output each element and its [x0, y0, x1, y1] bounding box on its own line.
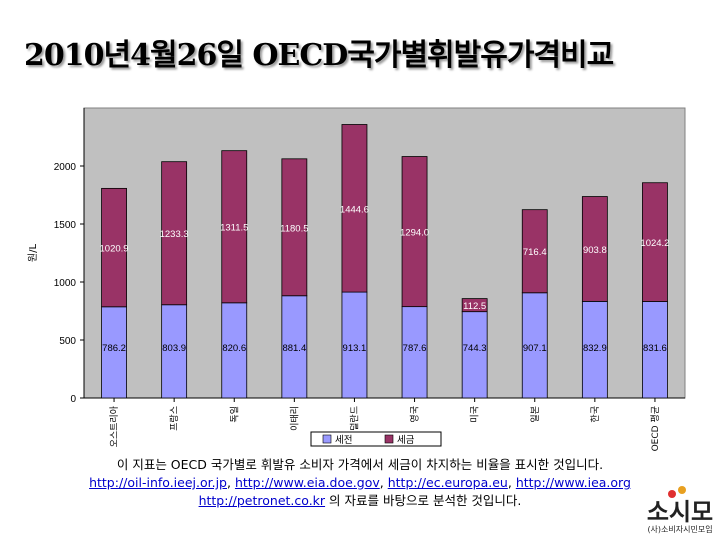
logo-subtitle: (사)소비자시민모임: [647, 525, 713, 534]
legend-label-pretax: 세전: [335, 435, 352, 446]
y-tick-label: 2000: [54, 162, 77, 173]
caption-suffix: 의 자료를 바탕으로 분석한 것입니다.: [325, 493, 522, 508]
source-link-oil-info[interactable]: http://oil-info.ieej.or.jp: [89, 475, 227, 490]
bar-pretax: [461, 311, 488, 399]
y-tick-label: 500: [59, 336, 76, 347]
legend-swatch-tax: [384, 434, 394, 444]
x-tick-label: 일본: [530, 406, 541, 423]
data-label: 1180.5: [280, 223, 308, 234]
legend-swatch-pretax: [322, 434, 332, 444]
caption-text: 이 지표는 OECD 국가별로 휘발유 소비자 가격에서 세금이 차지하는 비율…: [116, 457, 604, 472]
data-label: 1024.2: [640, 238, 669, 249]
source-link-iea[interactable]: http://www.iea.org: [515, 475, 631, 490]
logo-mark: 소시모: [646, 498, 714, 526]
source-link-petronet[interactable]: http://petronet.co.kr: [198, 493, 326, 508]
data-label: 907.1: [523, 343, 547, 354]
x-tick-label: 미국: [470, 406, 481, 423]
data-label: 786.2: [102, 343, 126, 354]
x-tick-label: OECD 평균: [650, 406, 661, 451]
legend-label-tax: 세금: [397, 435, 415, 446]
data-label: 903.8: [583, 245, 607, 256]
data-label: 803.9: [162, 343, 186, 354]
bar-tax: [281, 158, 308, 297]
caption-line-3: http://petronet.co.kr 의 자료를 바탕으로 분석한 것입니…: [0, 492, 720, 510]
data-label: 831.6: [643, 343, 667, 354]
x-tick-label: 한국: [590, 406, 601, 423]
data-label: 1444.6: [340, 204, 369, 215]
data-label: 820.6: [222, 343, 246, 354]
bar-tax: [521, 209, 548, 294]
x-tick-label: 프랑스: [168, 406, 180, 431]
logo-dot-red: [668, 490, 676, 498]
logo-dot-orange: [678, 486, 686, 494]
source-link-eia[interactable]: http://www.eia.doe.gov: [234, 475, 380, 490]
bar-tax: [341, 124, 368, 293]
bar-pretax: [341, 291, 368, 399]
caption-line-2: http://oil-info.ieej.or.jp, http://www.e…: [0, 474, 720, 492]
data-label: 832.9: [583, 343, 607, 354]
data-label: 787.6: [403, 343, 427, 354]
bar-tax: [101, 187, 127, 308]
data-label: 744.3: [463, 343, 487, 354]
bar-tax: [581, 196, 608, 302]
bar-pretax: [642, 301, 668, 399]
x-tick-label: 영국: [410, 406, 421, 423]
link-separator: ,: [379, 475, 388, 490]
x-tick-label: 네덜란드: [348, 406, 360, 439]
y-tick-label: 1500: [54, 220, 77, 231]
bar-pretax: [521, 292, 548, 399]
data-label: 1020.9: [100, 244, 129, 255]
data-label: 1294.0: [400, 228, 429, 239]
stacked-bar-chart: 0 500 1000 1500 2000 원/L 786.2 1020.9 오스트리아 803.9…: [27, 107, 686, 451]
source-link-europa[interactable]: http://ec.europa.eu: [387, 475, 508, 490]
data-label: 1311.5: [220, 223, 248, 234]
bar-tax: [221, 150, 248, 304]
x-tick-label: 오스트리아: [109, 405, 120, 447]
x-tick-label: 이태리: [289, 406, 300, 431]
y-tick-label: 1000: [54, 278, 77, 289]
data-label: 881.4: [282, 343, 306, 354]
data-label: 1233.3: [160, 229, 189, 240]
link-separator: ,: [507, 475, 516, 490]
x-tick-label: 독일: [229, 406, 240, 423]
data-label: 716.4: [523, 247, 547, 258]
consumer-group-logo: 소시모 (사)소비자시민모임: [640, 486, 720, 540]
data-label: 112.5: [463, 301, 486, 312]
bar-pretax: [101, 306, 127, 399]
y-axis-label: 원/L: [27, 244, 39, 263]
data-label: 913.1: [343, 343, 367, 354]
bar-pretax: [281, 295, 308, 399]
bar-tax: [161, 161, 188, 306]
page-title: 2010년4월26일 OECD국가별휘발유가격비교: [24, 38, 614, 73]
bar-pretax: [161, 304, 188, 399]
bar-tax: [642, 182, 668, 302]
legend: [310, 431, 442, 447]
caption-line-1: 이 지표는 OECD 국가별로 휘발유 소비자 가격에서 세금이 차지하는 비율…: [0, 456, 720, 474]
bar-tax: [461, 298, 488, 313]
bar-tax: [401, 156, 428, 308]
link-separator: ,: [227, 475, 235, 490]
y-tick-label: 0: [70, 394, 76, 405]
